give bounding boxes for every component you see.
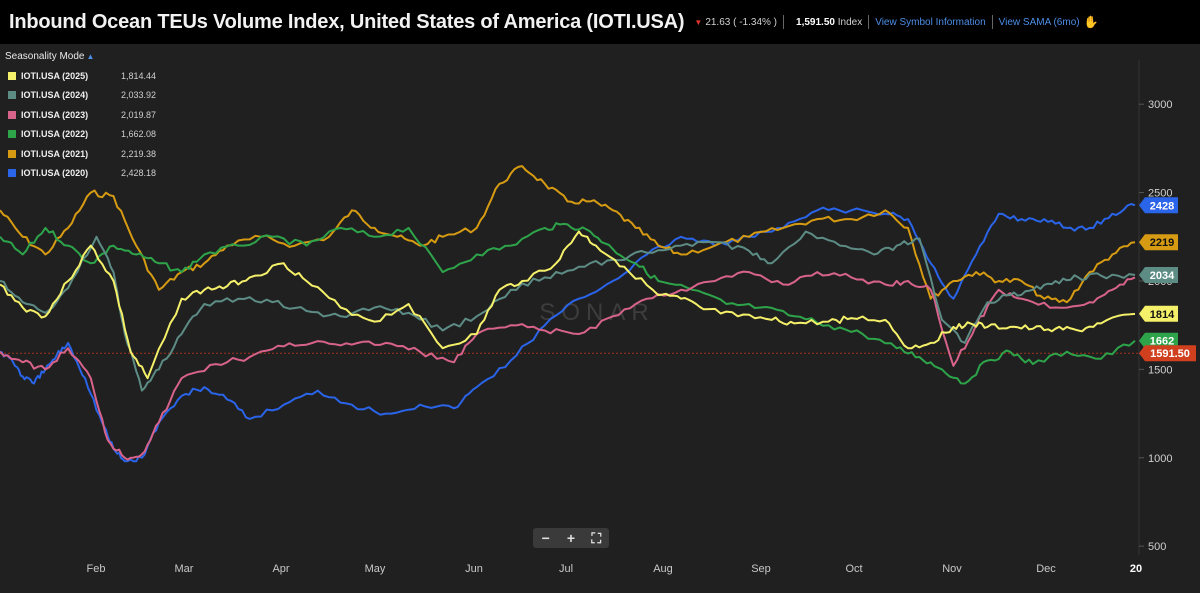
series-line <box>0 230 1136 380</box>
x-tick-label: Jul <box>559 563 573 575</box>
fit-screen-button[interactable]: ⛶ <box>591 530 602 546</box>
zoom-in-button[interactable]: + <box>566 530 576 546</box>
chevron-up-icon: ▲ <box>86 52 95 61</box>
sama-icon[interactable]: ✋ <box>1083 15 1099 29</box>
legend-swatch <box>8 71 16 80</box>
legend-swatch <box>8 110 16 119</box>
zoom-controls: − + ⛶ <box>533 528 609 548</box>
series-end-label: 1662 <box>1150 336 1174 348</box>
series-line <box>0 270 1136 461</box>
series-end-label: 2219 <box>1150 237 1174 249</box>
y-tick-label: 1000 <box>1148 453 1172 465</box>
legend-swatch <box>8 130 16 139</box>
series-end-tag <box>1139 234 1178 251</box>
x-tick-label: Feb <box>87 563 106 575</box>
y-tick-label: 1500 <box>1148 364 1172 376</box>
price-change-text: 21.63 ( -1.34% ) <box>705 16 778 28</box>
series-end-label: 1814 <box>1150 309 1175 321</box>
view-sama-link[interactable]: View SAMA (6mo) <box>998 16 1080 28</box>
series-end-label: 2428 <box>1150 200 1174 212</box>
chart-marks: 50010001500200025003000FebMarAprMayJunJu… <box>0 99 1196 575</box>
x-tick-label: Aug <box>653 563 673 575</box>
legend-item[interactable]: IOTI.USA (2025) 1,814.44 <box>8 66 156 86</box>
x-tick-label: Apr <box>272 563 289 575</box>
legend-item[interactable]: IOTI.USA (2023) 2,019.87 <box>8 105 156 125</box>
legend-name: IOTI.USA (2024) <box>21 90 89 101</box>
legend-item[interactable]: IOTI.USA (2020) 2,428.18 <box>8 164 156 184</box>
down-arrow-icon: ▼ <box>694 17 703 27</box>
legend-swatch <box>8 169 16 178</box>
series-end-tag <box>1139 266 1178 283</box>
view-symbol-link[interactable]: View Symbol Information <box>875 16 986 28</box>
legend-value: 1,814.44 <box>121 70 157 81</box>
legend-swatch <box>8 91 16 100</box>
x-tick-label: Sep <box>751 563 771 575</box>
seasonality-mode-toggle[interactable]: Seasonality Mode ▲ <box>5 51 94 62</box>
chart-header: Inbound Ocean TEUs Volume Index, United … <box>0 0 1200 44</box>
sonar-watermark: SONAR <box>539 299 654 326</box>
series-line <box>0 222 1136 385</box>
price-change: ▼ 21.63 ( -1.34% ) <box>694 17 777 28</box>
legend-name: IOTI.USA (2020) <box>21 168 89 179</box>
series-line <box>0 203 1136 463</box>
header-divider <box>783 15 785 29</box>
y-tick-label: 2500 <box>1148 188 1172 200</box>
seasonality-mode-label: Seasonality Mode <box>5 51 85 62</box>
header-divider <box>868 15 870 29</box>
legend-name: IOTI.USA (2025) <box>21 70 89 81</box>
series-end-tag <box>1139 197 1178 214</box>
x-tick-label: Oct <box>845 563 862 575</box>
legend-value: 2,219.38 <box>121 148 157 159</box>
legend-swatch <box>8 149 16 158</box>
x-tick-label: May <box>365 563 386 575</box>
series-end-label: 2034 <box>1150 270 1175 282</box>
y-tick-label: 3000 <box>1148 99 1172 111</box>
zoom-out-button[interactable]: − <box>541 530 550 546</box>
series-end-tag <box>1139 332 1178 349</box>
series-line <box>0 230 1136 392</box>
last-price-unit: Index <box>837 16 863 28</box>
legend-item[interactable]: IOTI.USA (2021) 2,219.38 <box>8 144 156 164</box>
current-price-label: 1591.50 <box>1150 348 1190 360</box>
current-price-tag <box>1139 345 1196 362</box>
x-tick-label: 20 <box>1130 563 1142 575</box>
legend-name: IOTI.USA (2021) <box>21 148 89 159</box>
series-end-tag <box>1139 305 1178 322</box>
last-price: 1,591.50 Index <box>796 17 862 28</box>
x-tick-label: Nov <box>942 563 962 575</box>
legend-name: IOTI.USA (2023) <box>21 109 89 120</box>
legend-item[interactable]: IOTI.USA (2022) 1,662.08 <box>8 125 156 145</box>
legend-value: 2,019.87 <box>121 109 157 120</box>
header-divider <box>991 15 993 29</box>
series-line <box>0 165 1136 304</box>
last-price-value: 1,591.50 <box>796 16 835 28</box>
chart-title: Inbound Ocean TEUs Volume Index, United … <box>9 10 685 33</box>
legend-value: 2,033.92 <box>121 90 157 101</box>
y-tick-label: 500 <box>1148 541 1166 553</box>
legend-value: 1,662.08 <box>121 129 157 140</box>
chart-panel <box>0 44 1200 593</box>
legend: IOTI.USA (2025) 1,814.44 IOTI.USA (2024) 2,… <box>8 66 156 183</box>
legend-item[interactable]: IOTI.USA (2024) 2,033.92 <box>8 86 156 106</box>
legend-value: 2,428.18 <box>121 168 157 179</box>
x-tick-label: Mar <box>175 563 194 575</box>
x-tick-label: Dec <box>1036 563 1056 575</box>
x-tick-label: Jun <box>465 563 483 575</box>
legend-name: IOTI.USA (2022) <box>21 129 89 140</box>
